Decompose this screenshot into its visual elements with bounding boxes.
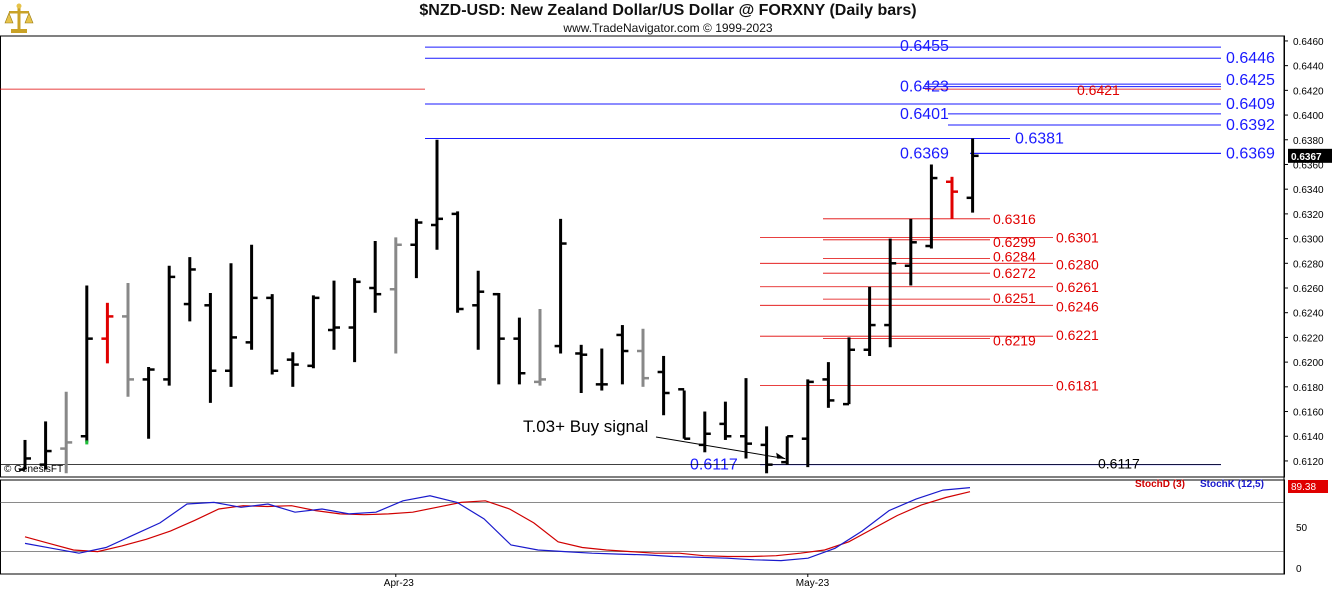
price-tick-label: 0.6160 bbox=[1293, 408, 1324, 419]
price-tick-label: 0.6200 bbox=[1293, 358, 1324, 369]
price-tick-label: 0.6180 bbox=[1293, 383, 1324, 394]
level-label: 0.6421 bbox=[1077, 82, 1120, 98]
stoch-d-legend: StochD (3) bbox=[1135, 479, 1185, 490]
level-label: 0.6280 bbox=[1056, 256, 1099, 272]
price-tick-label: 0.6380 bbox=[1293, 136, 1324, 147]
level-label: 0.6301 bbox=[1056, 229, 1099, 245]
level-label: 0.6284 bbox=[993, 248, 1036, 264]
chart-labels: T.03+ Buy signal © GenesisFT bbox=[4, 417, 786, 475]
time-tick-label: Apr-23 bbox=[384, 578, 414, 589]
stoch-line bbox=[24, 487, 971, 562]
level-label: 0.6261 bbox=[1056, 279, 1099, 295]
level-label: 0.6316 bbox=[993, 211, 1036, 227]
stoch-k-legend: StochK (12,5) bbox=[1200, 479, 1264, 490]
price-tick-label: 0.6440 bbox=[1293, 62, 1324, 73]
level-label: 0.6425 bbox=[1226, 72, 1275, 89]
level-label: 0.6221 bbox=[1056, 327, 1099, 343]
price-tick-label: 0.6140 bbox=[1293, 432, 1324, 443]
annotation-arrow bbox=[655, 436, 786, 460]
price-tick-label: 0.6260 bbox=[1293, 284, 1324, 295]
buy-signal-annotation: T.03+ Buy signal bbox=[523, 417, 648, 436]
level-label: 0.6117 bbox=[690, 457, 738, 474]
stoch-panel-border bbox=[0, 479, 1285, 575]
stoch-last-box bbox=[1288, 480, 1328, 493]
price-tick-label: 0.6280 bbox=[1293, 259, 1324, 270]
level-label: 0.6299 bbox=[993, 234, 1036, 250]
level-label: 0.6401 bbox=[900, 106, 949, 123]
time-axis: Apr-23 May-23 bbox=[384, 574, 830, 589]
time-tick-label: May-23 bbox=[796, 578, 830, 589]
stoch-line bbox=[24, 491, 971, 558]
level-label: 0.6181 bbox=[1056, 378, 1099, 394]
level-label: 0.6246 bbox=[1056, 298, 1099, 314]
stoch-tick-label: 50 bbox=[1296, 523, 1308, 534]
ohlc-bars bbox=[19, 138, 979, 474]
chart-title: $NZD-USD: New Zealand Dollar/US Dollar @… bbox=[419, 2, 917, 19]
last-price-label: 0.6367 bbox=[1291, 152, 1322, 163]
price-tick-label: 0.6460 bbox=[1293, 37, 1324, 48]
trade-navigator-logo-icon bbox=[4, 3, 34, 35]
level-label: 0.6272 bbox=[993, 265, 1036, 281]
stoch-last-label: 89.38 bbox=[1291, 482, 1316, 493]
signal-marker bbox=[85, 440, 89, 445]
price-tick-label: 0.6420 bbox=[1293, 86, 1324, 97]
price-tick-label: 0.6320 bbox=[1293, 210, 1324, 221]
annotation-arrowhead bbox=[776, 452, 786, 459]
level-label: 0.6409 bbox=[1226, 96, 1275, 113]
price-axis: 0.64600.64400.64200.64000.63800.63600.63… bbox=[1284, 37, 1332, 468]
level-label: 0.6251 bbox=[993, 290, 1036, 306]
price-tick-label: 0.6300 bbox=[1293, 235, 1324, 246]
stochastic-panel: 50 0 StochD (3) StochK (12,5) 89.38 bbox=[0, 479, 1328, 575]
level-label: 0.6381 bbox=[1015, 131, 1064, 148]
level-label: 0.6369 bbox=[900, 145, 949, 162]
price-tick-label: 0.6340 bbox=[1293, 185, 1324, 196]
watermark: © GenesisFT bbox=[4, 464, 63, 475]
level-label: 0.6392 bbox=[1226, 117, 1275, 134]
last-price-box bbox=[1288, 148, 1332, 163]
price-tick-label: 0.6400 bbox=[1293, 111, 1324, 122]
price-tick-label: 0.6360 bbox=[1293, 160, 1324, 171]
chart-subtitle: www.TradeNavigator.com © 1999-2023 bbox=[563, 21, 773, 35]
chart-frame bbox=[0, 35, 1285, 575]
level-label: 0.6369 bbox=[1226, 145, 1275, 162]
price-tick-label: 0.6120 bbox=[1293, 457, 1324, 468]
level-label: 0.6446 bbox=[1226, 50, 1275, 67]
price-tick-label: 0.6240 bbox=[1293, 309, 1324, 320]
price-tick-label: 0.6220 bbox=[1293, 333, 1324, 344]
stoch-tick-label: 0 bbox=[1296, 564, 1302, 575]
level-label: 0.6423 bbox=[900, 79, 949, 96]
price-levels: 0.6455 0.6446 0.6425 0.6423 0.6421 0.6409 0.64… bbox=[0, 38, 1275, 474]
level-label: 0.6117 bbox=[1098, 456, 1140, 472]
level-label: 0.6219 bbox=[993, 333, 1036, 349]
level-label: 0.6455 bbox=[900, 38, 949, 55]
